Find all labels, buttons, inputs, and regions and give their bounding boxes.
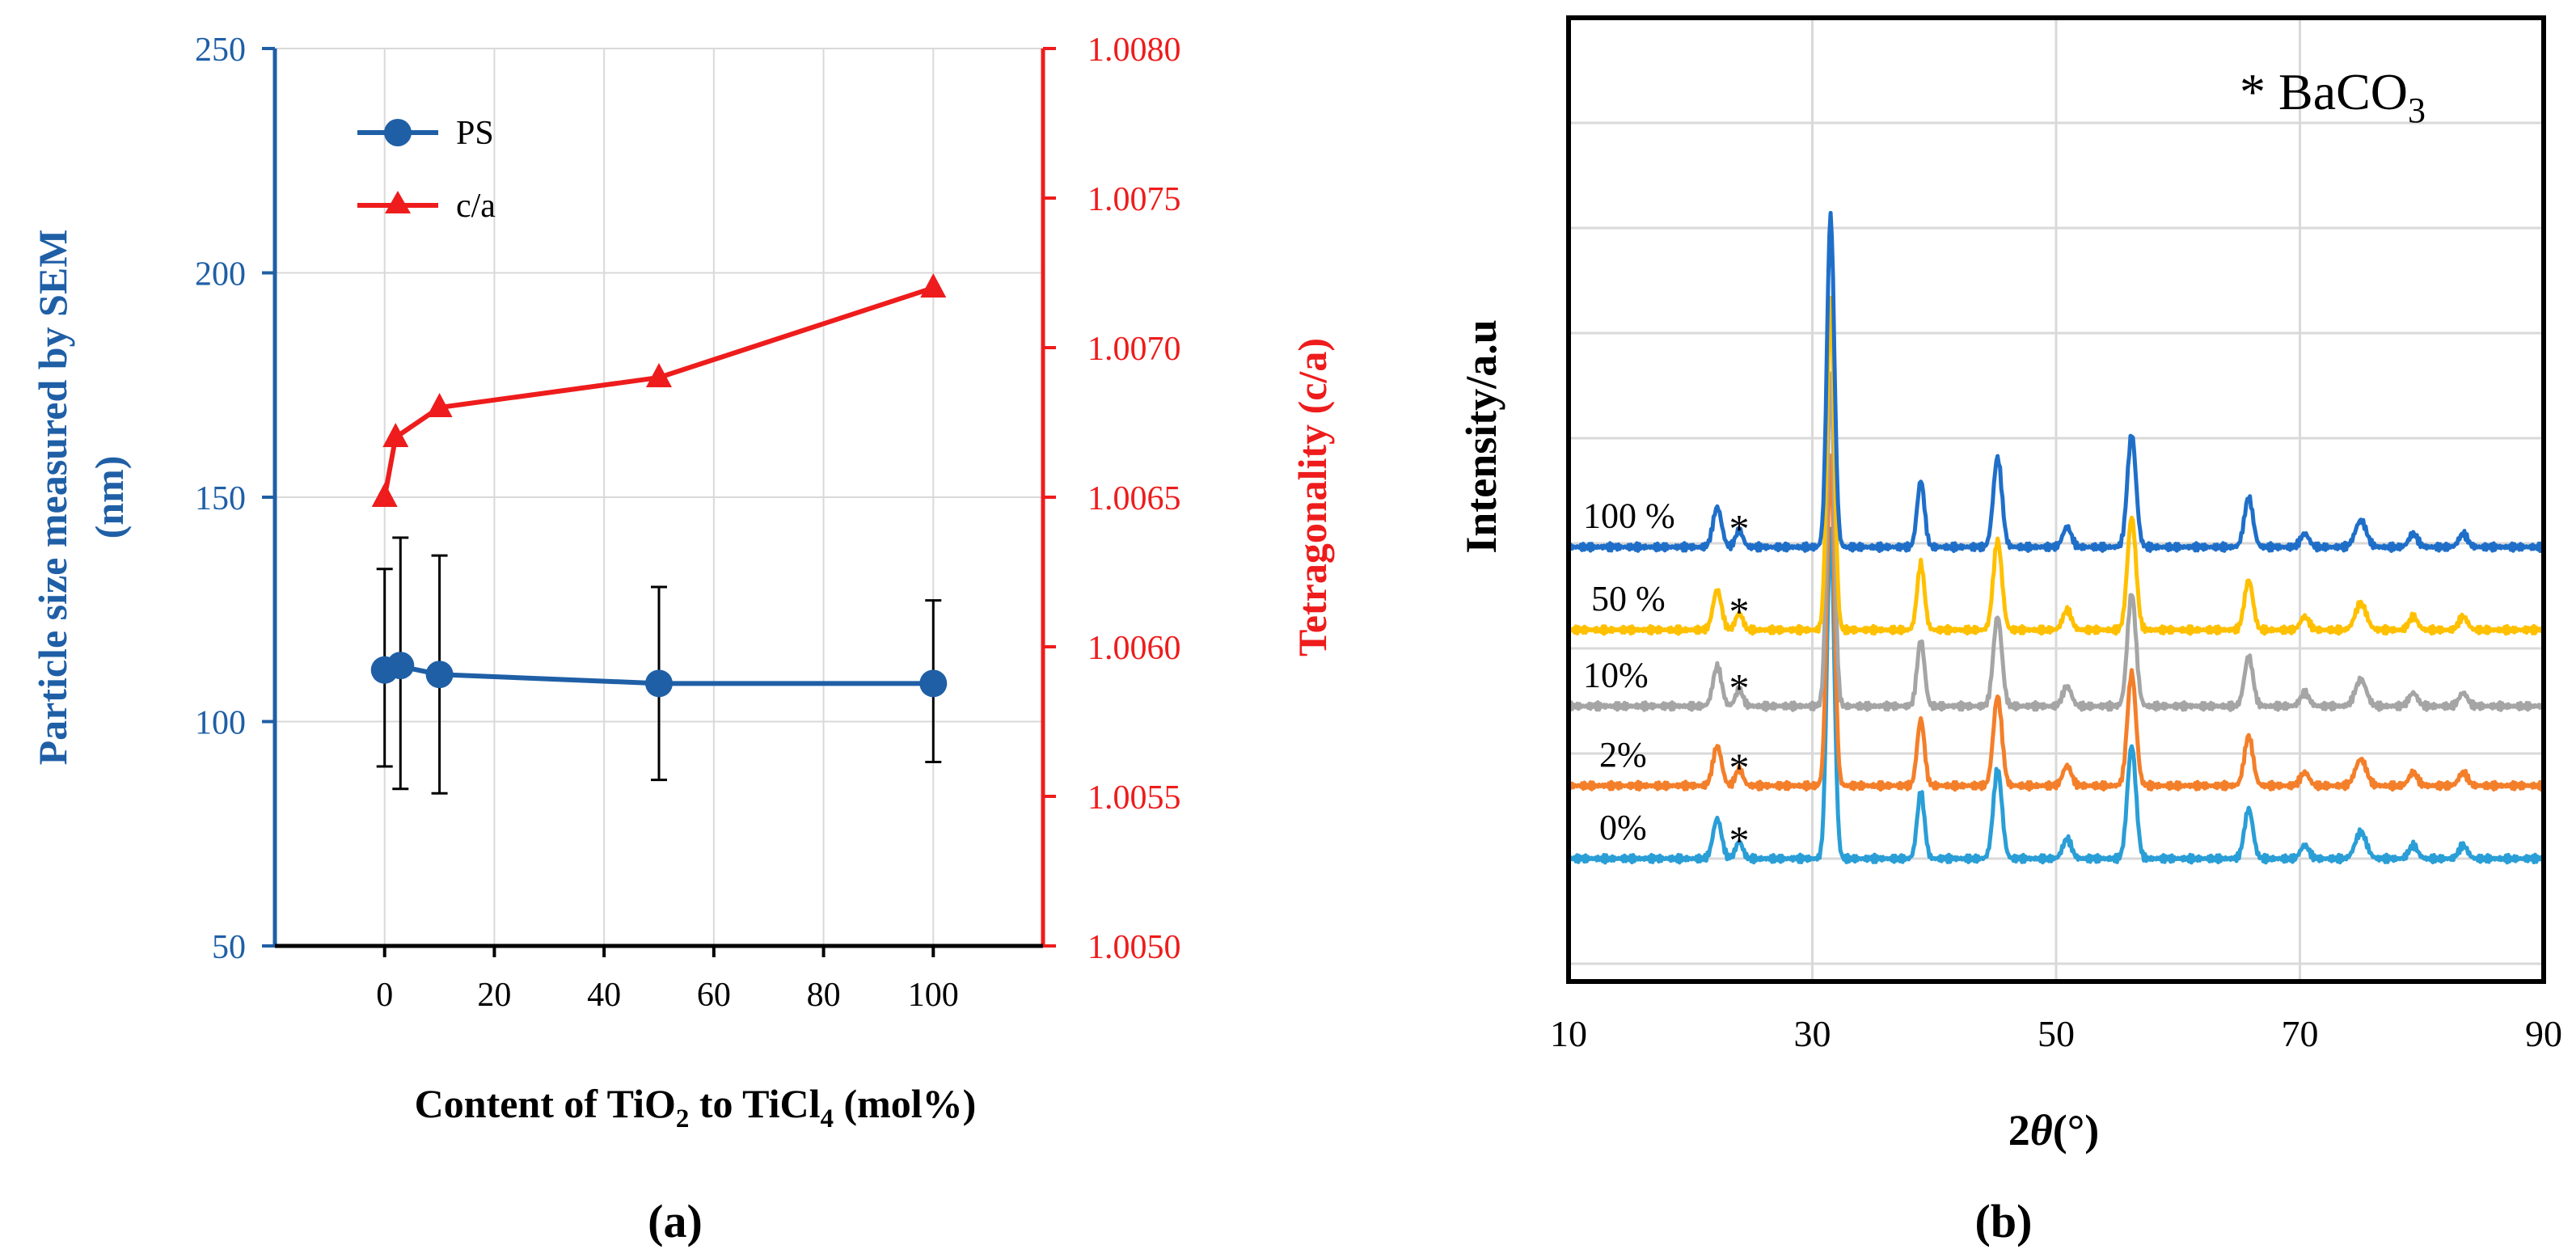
xrd-pattern-0pct: [1567, 526, 2546, 865]
x-tick-label: 30: [1794, 1013, 1831, 1054]
chart-b-y-axis-title: Intensity/a.u: [1457, 319, 1505, 554]
y-tick-label: 100: [195, 705, 246, 742]
series-label: 50 %: [1591, 579, 1666, 618]
chart-a-y2-axis-title: Tetragonality (c/a): [1290, 338, 1335, 656]
x-tick-label: 50: [2038, 1013, 2075, 1054]
ps-data-point: [919, 669, 948, 698]
xrd-pattern-100pct: [1566, 210, 2546, 553]
x-tick-label: 80: [807, 977, 841, 1014]
y2-tick-label: 1.0055: [1087, 779, 1181, 817]
ps-data-point: [386, 652, 415, 680]
ca-data-point: [646, 363, 672, 387]
ps-data-point: [645, 669, 673, 698]
ca-data-point: [371, 483, 398, 507]
baco3-marker: *: [1729, 665, 1750, 710]
y2-tick-label: 1.0065: [1087, 480, 1181, 517]
y-tick-label: 150: [195, 480, 246, 517]
xrd-pattern-10pct: [1566, 371, 2545, 712]
ca-series-line: [382, 285, 935, 498]
chart-b: 10 30 50 70 90 0% * 2% * 10% * 50 % * 100 % * * BaCO3…: [1457, 15, 2562, 1247]
y2-tick-label: 1.0080: [1087, 32, 1181, 69]
legend-ca-marker: [385, 191, 411, 213]
y2-tick-label: 1.0060: [1087, 630, 1181, 667]
x-tick-label: 70: [2282, 1013, 2319, 1054]
chart-b-series-labels: 0% * 2% * 10% * 50 % * 100 % *: [1583, 496, 1750, 863]
chart-a-y2-tick-labels: 1.0050 1.0055 1.0060 1.0065 1.0070 1.0075 1.00…: [1087, 32, 1181, 966]
chart-a-y-axis-title-line1: Particle size measured by SEM: [30, 230, 75, 766]
chart-a-series-ps: [370, 536, 948, 795]
x-tick-label: 100: [908, 977, 959, 1014]
series-label: 0%: [1599, 808, 1647, 847]
x-tick-label: 20: [477, 977, 511, 1014]
chart-a-axes: [262, 47, 1056, 957]
chart-a-y-axis-title-line2: (nm): [87, 456, 132, 539]
y2-tick-label: 1.0050: [1087, 929, 1181, 966]
baco3-marker: *: [1729, 817, 1750, 863]
series-label: 10%: [1583, 655, 1649, 694]
xrd-pattern-50pct: [1566, 295, 2545, 636]
chart-b-series: [1566, 210, 2546, 865]
xrd-pattern-2pct: [1567, 454, 2546, 792]
x-tick-label: 40: [587, 977, 621, 1014]
baco3-marker: *: [1729, 589, 1750, 634]
y2-tick-label: 1.0075: [1087, 181, 1181, 218]
chart-a-x-tick-labels: 0 20 40 60 80 100: [376, 977, 959, 1014]
chart-b-annotation: * BaCO3: [2240, 63, 2426, 130]
ca-data-point: [382, 423, 409, 447]
legend-ps-label: PS: [456, 115, 494, 152]
baco3-marker: *: [1729, 506, 1750, 551]
y-tick-label: 50: [212, 929, 246, 966]
x-tick-label: 0: [376, 977, 393, 1014]
chart-a-legend: PS c/a: [357, 115, 496, 225]
legend-ps-marker: [384, 119, 412, 146]
chart-b-x-tick-labels: 10 30 50 70 90: [1550, 1013, 2562, 1054]
series-label: 100 %: [1583, 496, 1675, 536]
baco3-marker: *: [1729, 745, 1750, 790]
chart-a-series-ca: [371, 273, 947, 507]
x-tick-label: 90: [2525, 1013, 2562, 1054]
ps-data-point: [425, 661, 454, 689]
chart-b-gridlines: [1567, 18, 2545, 981]
y2-tick-label: 1.0070: [1087, 331, 1181, 368]
series-label: 2%: [1599, 735, 1647, 775]
chart-a-y-tick-labels: 50 100 150 200 250: [195, 32, 246, 966]
x-tick-label: 60: [697, 977, 731, 1014]
panel-b-label: (b): [1975, 1195, 2033, 1247]
x-tick-label: 10: [1550, 1013, 1587, 1054]
ca-data-point: [920, 273, 947, 298]
chart-a-x-axis-title: Content of TiO2 to TiCl4 (mol%): [415, 1081, 977, 1133]
y-tick-label: 200: [195, 256, 246, 293]
y-tick-label: 250: [195, 32, 246, 69]
legend-ca-label: c/a: [456, 188, 496, 225]
ca-data-point: [426, 393, 453, 417]
panel-a-label: (a): [648, 1195, 703, 1247]
chart-b-plot-frame: [1566, 15, 2546, 984]
chart-b-x-axis-title: 2θ(°): [2008, 1106, 2100, 1155]
